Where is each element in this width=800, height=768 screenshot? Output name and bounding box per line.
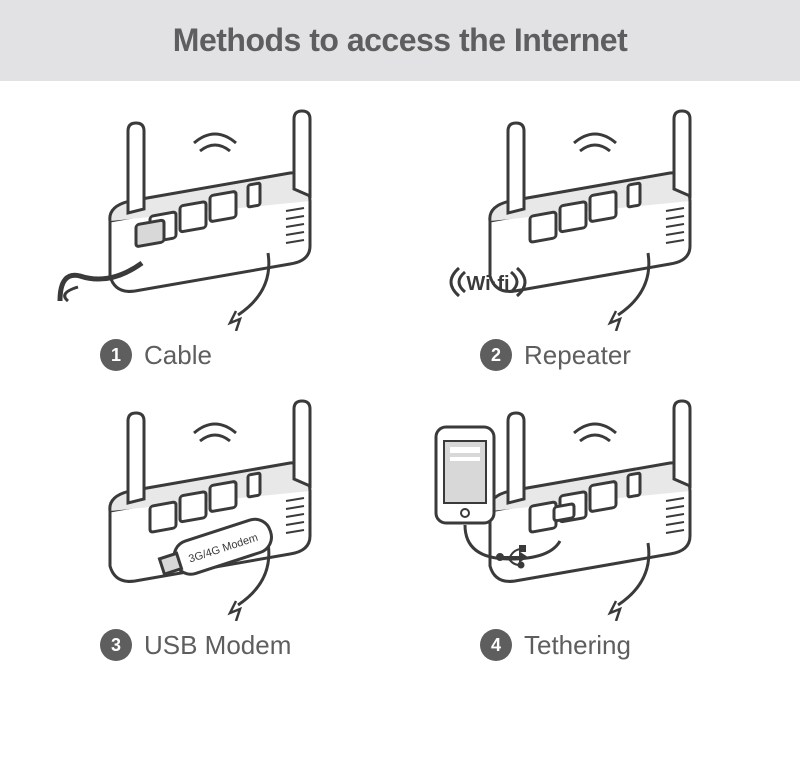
caption-tethering: 4 Tethering — [480, 629, 631, 661]
badge-2: 2 — [480, 339, 512, 371]
method-repeater: Wi·fi 2 Repeater — [420, 101, 760, 371]
method-cable: 1 Cable — [40, 101, 380, 371]
caption-usbmodem: 3 USB Modem — [100, 629, 291, 661]
badge-1: 1 — [100, 339, 132, 371]
label-tethering: Tethering — [524, 630, 631, 661]
caption-repeater: 2 Repeater — [480, 339, 631, 371]
svg-text:Wi·fi: Wi·fi — [466, 273, 509, 295]
caption-cable: 1 Cable — [100, 339, 212, 371]
badge-4: 4 — [480, 629, 512, 661]
label-cable: Cable — [144, 340, 212, 371]
router-repeater-illustration: Wi·fi — [430, 101, 750, 331]
methods-grid: 1 Cable Wi·fi 2 Repeater — [0, 101, 800, 691]
router-cable-illustration — [50, 101, 370, 331]
page-title: Methods to access the Internet — [0, 22, 800, 59]
method-tethering: 4 Tethering — [420, 391, 760, 661]
method-usbmodem: 3G/4G Modem 3 USB Modem — [40, 391, 380, 661]
badge-3: 3 — [100, 629, 132, 661]
label-usbmodem: USB Modem — [144, 630, 291, 661]
router-tethering-illustration — [430, 391, 750, 621]
label-repeater: Repeater — [524, 340, 631, 371]
title-bar: Methods to access the Internet — [0, 0, 800, 81]
router-usbmodem-illustration: 3G/4G Modem — [50, 391, 370, 621]
